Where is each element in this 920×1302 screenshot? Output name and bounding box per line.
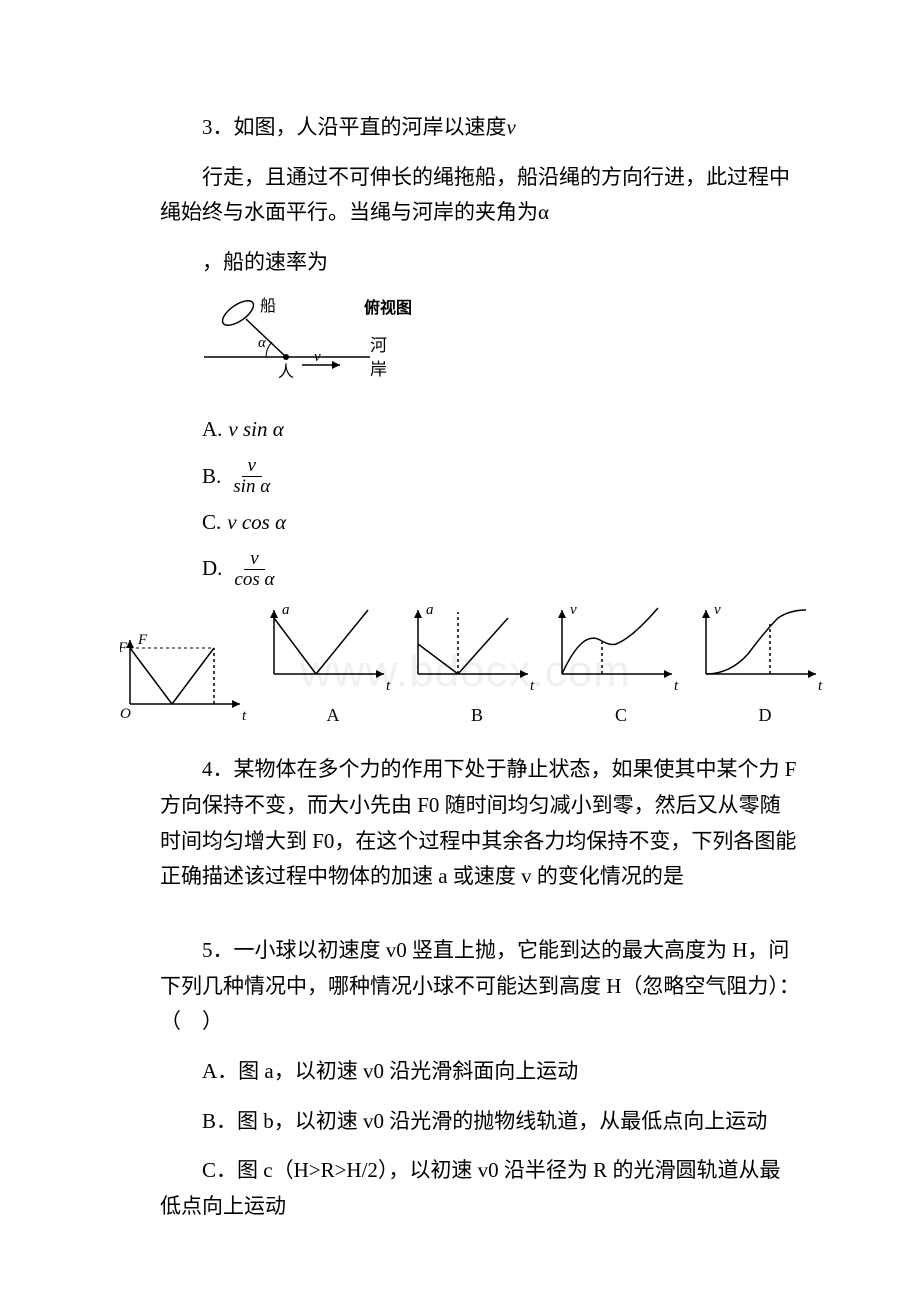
q3-para2: 行走，且通过不可伸长的绳拖船，船沿绳的方向行进，此过程中绳始终与水面平行。当绳与… <box>160 160 800 231</box>
option-a: A. v sin α <box>202 412 800 448</box>
bank-label: 岸 <box>370 360 387 379</box>
boat-label: 船 <box>260 297 276 315</box>
option-b-den: sin α <box>229 477 274 497</box>
graph-panel-C: v t C <box>552 600 690 731</box>
svg-text:t: t <box>818 678 823 694</box>
option-d-num: v <box>244 549 264 570</box>
option-b: B. v sin α <box>202 456 800 497</box>
q3-var-v: v <box>507 115 516 139</box>
option-b-frac: v sin α <box>229 456 274 497</box>
graph-label: A <box>327 700 340 731</box>
svg-text:t: t <box>242 708 247 724</box>
graphs-row: www.bdocx.com FtFOatAatBvtCvtD <box>120 600 840 731</box>
q5-optA: A．图 a，以初速 v0 沿光滑斜面向上运动 <box>160 1054 800 1090</box>
q5-optB: B．图 b，以初速 v0 沿光滑的抛物线轨道，从最低点向上运动 <box>160 1104 800 1140</box>
svg-text:F: F <box>137 632 148 648</box>
option-a-letter: A. <box>202 412 222 448</box>
angle-label: α <box>258 335 267 351</box>
option-d: D. v cos α <box>202 549 800 590</box>
option-b-letter: B. <box>202 459 221 495</box>
graph-label: D <box>759 700 772 731</box>
boat-figure: α 船 人 v 俯视图 河 岸 <box>202 295 800 403</box>
q3-line1-text: 3．如图，人沿平直的河岸以速度 <box>202 115 507 139</box>
river-label: 河 <box>370 336 387 355</box>
person-label: 人 <box>278 363 294 381</box>
svg-text:t: t <box>674 678 679 694</box>
svg-text:a: a <box>282 602 290 618</box>
q5-line1: 5．一小球以初速度 v0 竖直上抛，它能到达的最大高度为 H，问下列几种情况中，… <box>160 933 800 1040</box>
svg-text:O: O <box>120 706 131 722</box>
svg-text:F: F <box>120 640 128 656</box>
option-d-letter: D. <box>202 551 222 587</box>
option-d-den: cos α <box>230 570 278 590</box>
svg-text:t: t <box>530 678 535 694</box>
q3-para3: ，船的速率为 <box>160 245 800 281</box>
option-b-num: v <box>242 456 262 477</box>
svg-text:v: v <box>714 602 721 618</box>
graph-panel-B: a t B <box>408 600 546 731</box>
option-c-expr: v cos α <box>227 505 286 541</box>
topview-label: 俯视图 <box>364 298 412 317</box>
svg-text:v: v <box>570 602 577 618</box>
option-a-expr: v sin α <box>228 412 283 448</box>
graph-panel-D: v t D <box>696 600 834 731</box>
graph-label: B <box>471 700 483 731</box>
option-c-letter: C. <box>202 505 221 541</box>
graph-panel-A: a t A <box>264 600 402 731</box>
q4-text: 4．某物体在多个力的作用下处于静止状态，如果使其中某个力 F 方向保持不变，而大… <box>160 752 800 895</box>
option-d-frac: v cos α <box>230 549 278 590</box>
q5-optC: C．图 c（H>R>H/2），以初速 v0 沿半径为 R 的光滑圆轨道从最低点向… <box>160 1153 800 1224</box>
svg-text:t: t <box>386 678 391 694</box>
option-c: C. v cos α <box>202 505 800 541</box>
graph-label: C <box>615 700 627 731</box>
q3-line1: 3．如图，人沿平直的河岸以速度v <box>160 110 800 146</box>
graph-panel-F: Ft F O <box>120 630 258 730</box>
v-arrow-label: v <box>314 349 321 365</box>
svg-text:a: a <box>426 602 434 618</box>
